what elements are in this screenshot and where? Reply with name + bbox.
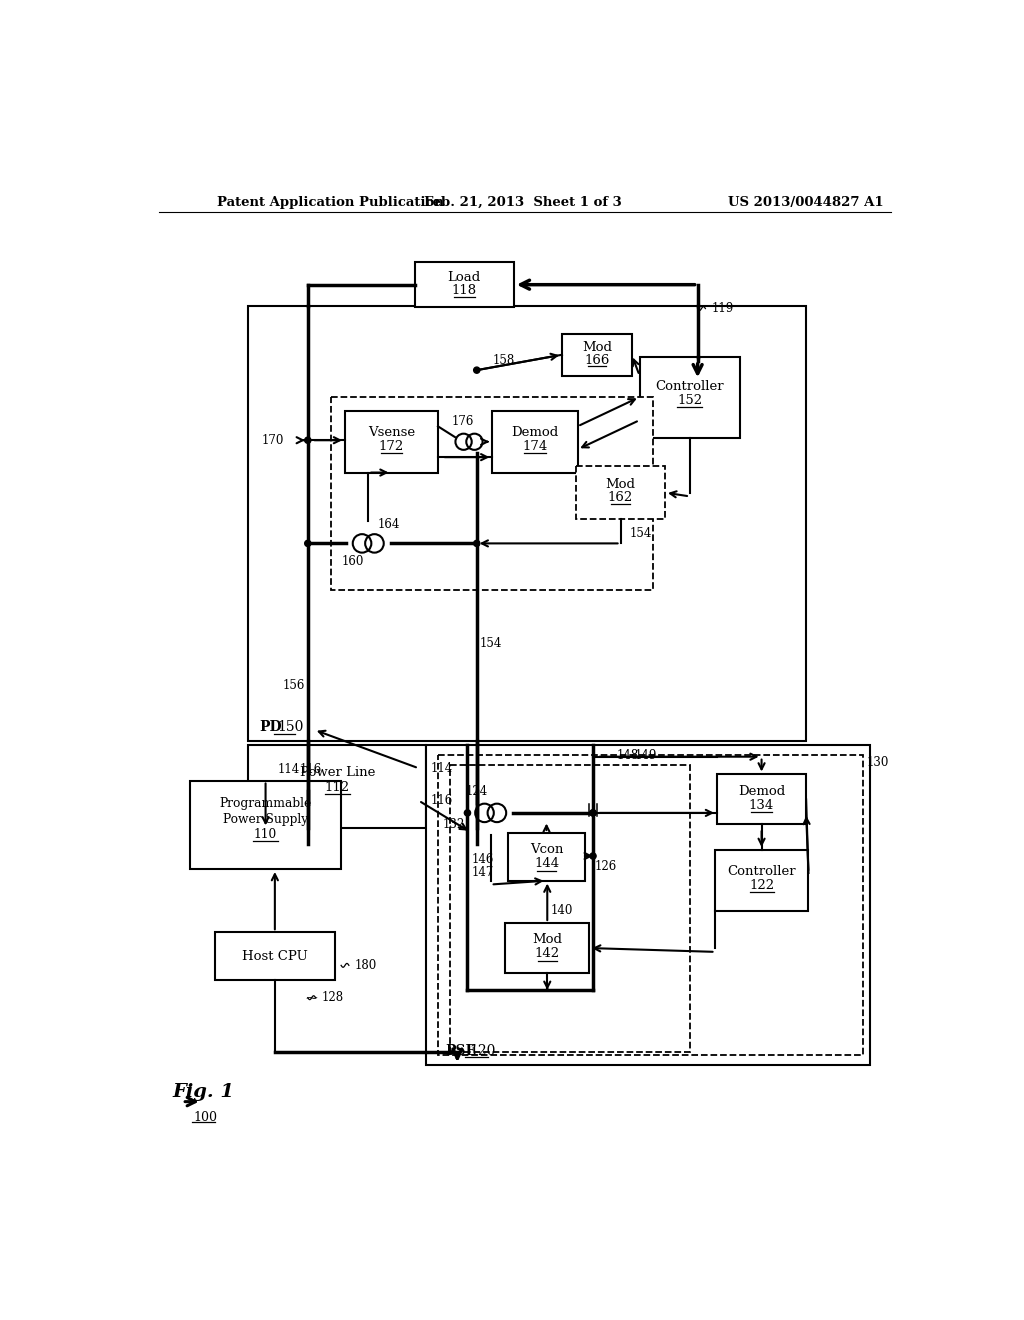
Text: 122: 122 [750, 879, 774, 892]
Text: 162: 162 [608, 491, 633, 504]
Text: Power Line: Power Line [300, 767, 375, 779]
Circle shape [474, 367, 480, 374]
Bar [562, 334, 632, 376]
Text: ~: ~ [305, 989, 318, 1006]
Text: Mod: Mod [532, 933, 562, 946]
Text: 119: 119 [712, 302, 734, 315]
Bar [506, 923, 589, 973]
Text: Vcon: Vcon [529, 843, 563, 857]
Bar [248, 744, 426, 829]
Circle shape [305, 540, 311, 546]
Bar [508, 833, 586, 880]
Text: 147: 147 [471, 866, 494, 879]
Text: Controller: Controller [728, 865, 797, 878]
Bar [426, 744, 869, 1065]
Text: 174: 174 [522, 440, 548, 453]
Bar [450, 766, 690, 1052]
Circle shape [474, 540, 480, 546]
Text: Fig. 1: Fig. 1 [172, 1084, 234, 1101]
Bar [493, 411, 578, 473]
Text: Power Supply: Power Supply [223, 813, 308, 825]
Text: 164: 164 [377, 519, 399, 532]
Bar [190, 780, 341, 869]
Bar [415, 263, 514, 308]
Text: 132: 132 [442, 818, 465, 832]
Text: 116: 116 [430, 795, 453, 807]
Text: 128: 128 [322, 991, 344, 1005]
Text: Mod: Mod [605, 478, 636, 491]
Text: 114: 114 [278, 763, 300, 776]
Text: Patent Application Publication: Patent Application Publication [217, 195, 443, 209]
Bar [331, 397, 652, 590]
Text: 100: 100 [194, 1110, 218, 1123]
Text: Host CPU: Host CPU [242, 949, 308, 962]
Text: 144: 144 [534, 857, 559, 870]
Bar [575, 466, 665, 519]
Text: 176: 176 [452, 416, 474, 428]
Text: Controller: Controller [655, 380, 724, 393]
Circle shape [305, 437, 311, 444]
Circle shape [590, 809, 596, 816]
Text: 140: 140 [550, 904, 572, 917]
Bar [248, 306, 806, 742]
Text: Load: Load [447, 271, 481, 284]
Text: 112: 112 [325, 781, 350, 795]
Text: 150: 150 [278, 721, 304, 734]
Text: Mod: Mod [582, 342, 612, 354]
Text: PD: PD [259, 721, 282, 734]
Circle shape [464, 809, 471, 816]
Text: Programmable: Programmable [219, 797, 311, 810]
Text: 146: 146 [471, 853, 494, 866]
Text: 158: 158 [493, 354, 514, 367]
Text: 166: 166 [584, 354, 609, 367]
Text: 148: 148 [616, 748, 639, 762]
Text: 149: 149 [635, 748, 656, 762]
Text: Vsense: Vsense [368, 426, 415, 440]
Text: 172: 172 [379, 440, 404, 453]
Text: Demod: Demod [511, 426, 558, 440]
Text: 156: 156 [283, 680, 305, 693]
Bar [716, 850, 809, 911]
Bar [345, 411, 438, 473]
Text: 130: 130 [866, 756, 889, 770]
Text: 120: 120 [470, 1044, 497, 1057]
Text: 170: 170 [262, 434, 284, 446]
Bar [215, 932, 335, 979]
Text: 154: 154 [479, 638, 502, 649]
Circle shape [590, 853, 596, 859]
Text: 134: 134 [749, 799, 774, 812]
Text: 114: 114 [430, 762, 453, 775]
Text: Feb. 21, 2013  Sheet 1 of 3: Feb. 21, 2013 Sheet 1 of 3 [424, 195, 623, 209]
Text: 160: 160 [342, 556, 364, 569]
Text: 152: 152 [677, 393, 702, 407]
Bar [640, 358, 740, 438]
Text: 154: 154 [630, 527, 652, 540]
Text: 110: 110 [254, 828, 278, 841]
Text: 142: 142 [535, 948, 560, 961]
Bar [717, 775, 806, 825]
Text: US 2013/0044827 A1: US 2013/0044827 A1 [728, 195, 884, 209]
Text: Demod: Demod [738, 785, 785, 797]
Text: PSE: PSE [445, 1044, 477, 1057]
Text: 116: 116 [299, 763, 322, 776]
Text: 118: 118 [452, 284, 477, 297]
Circle shape [590, 809, 596, 816]
Text: 180: 180 [355, 958, 377, 972]
Bar [438, 755, 862, 1056]
Text: 124: 124 [466, 785, 487, 797]
Text: 126: 126 [594, 861, 616, 874]
